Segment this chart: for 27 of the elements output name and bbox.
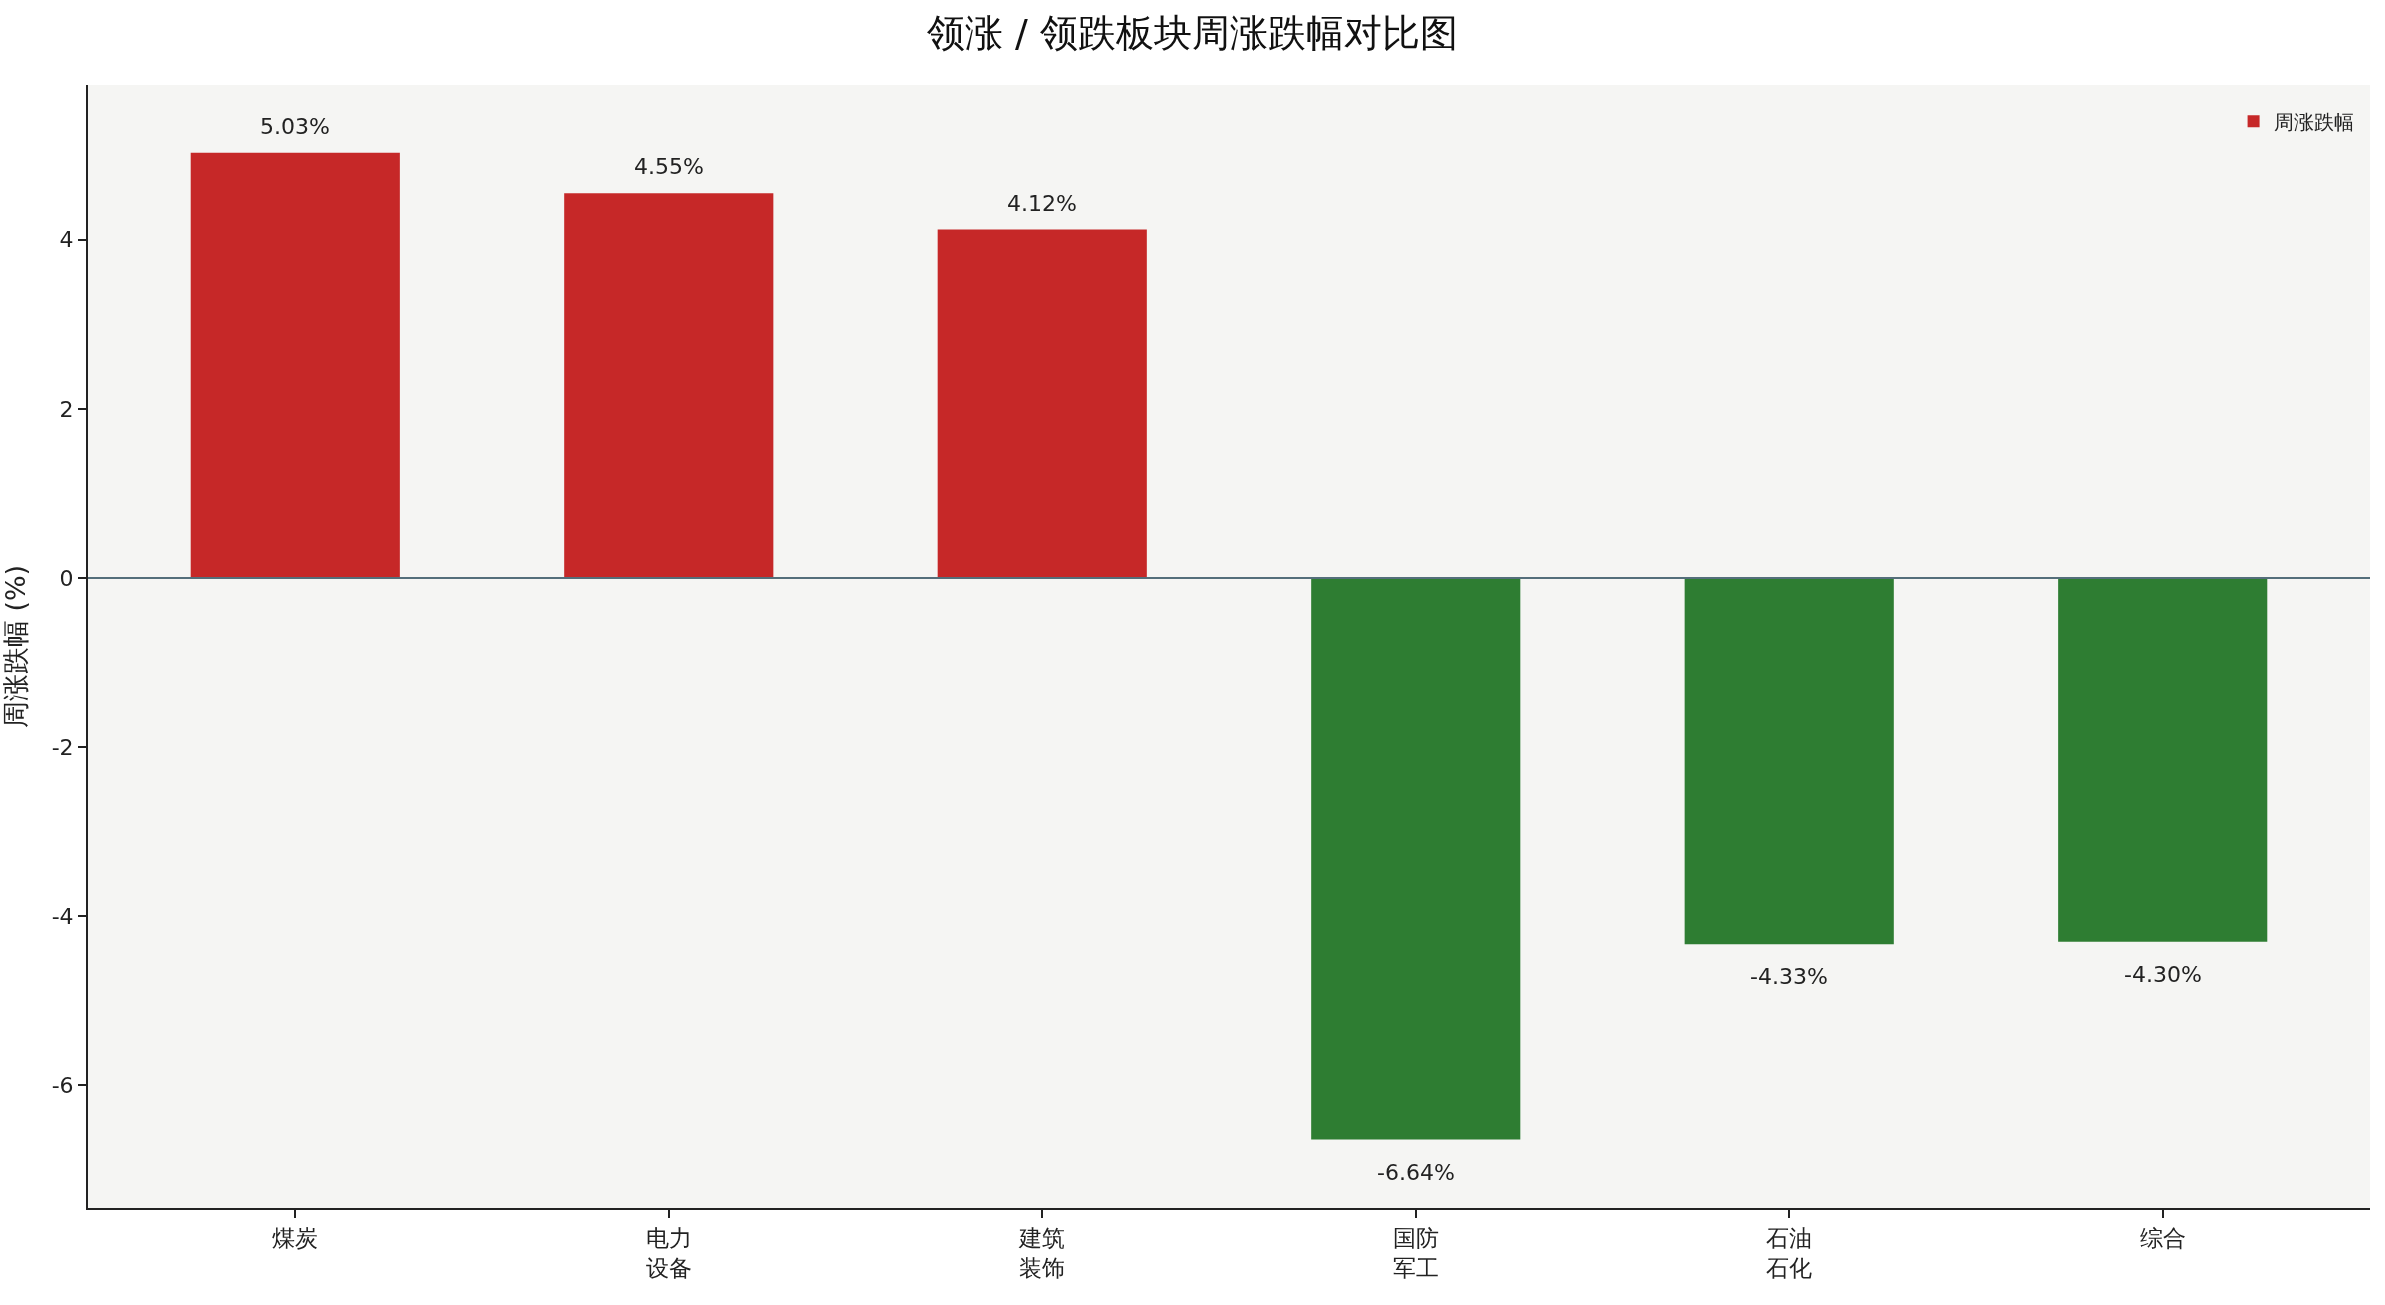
data-label: -6.64% — [1377, 1160, 1455, 1185]
y-tick-label: -4 — [51, 903, 74, 929]
data-label: 5.03% — [260, 114, 330, 139]
data-label: 4.55% — [634, 154, 704, 179]
y-tick-label: 0 — [59, 565, 74, 591]
x-tick-label: 国防军工 — [1392, 1224, 1439, 1281]
x-tick-label: 建筑装饰 — [1018, 1224, 1066, 1281]
y-tick-label: 2 — [59, 396, 74, 422]
x-tick-label: 煤炭 — [272, 1224, 319, 1251]
x-tick-label: 石油石化 — [1766, 1224, 1813, 1281]
data-label: -4.30% — [2124, 962, 2202, 987]
y-tick-label: -6 — [51, 1073, 74, 1099]
chart-title: 领涨 / 领跌板块周涨跌幅对比图 — [927, 11, 1458, 56]
bar — [937, 229, 1147, 578]
legend-label: 周涨跌幅 — [2273, 110, 2354, 135]
data-label: 4.12% — [1007, 191, 1077, 216]
bar — [1311, 578, 1521, 1140]
y-tick-label: 4 — [59, 227, 74, 253]
bar — [1684, 578, 1894, 945]
bar — [190, 152, 400, 578]
data-label: -4.33% — [1750, 964, 1828, 989]
bar — [2058, 578, 2268, 942]
x-tick-label: 电力设备 — [645, 1224, 692, 1281]
y-axis-title: 周涨跌幅 (%) — [0, 564, 32, 729]
x-tick-label: 综合 — [2139, 1224, 2186, 1251]
bar — [564, 193, 774, 578]
y-tick-label: -2 — [51, 734, 74, 760]
